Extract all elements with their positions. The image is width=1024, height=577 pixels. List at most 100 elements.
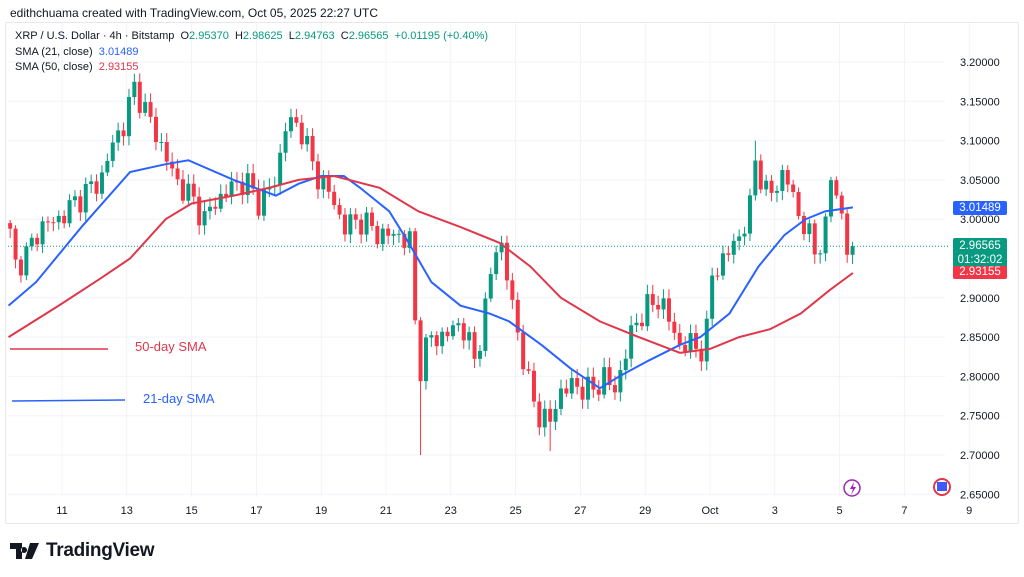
candle-body (105, 160, 110, 173)
y-tick-label: 3.10000 (960, 136, 1000, 148)
candle (629, 315, 634, 368)
flag-icon (937, 482, 947, 491)
candle (391, 229, 396, 246)
candle-body (704, 318, 709, 362)
y-tick-label: 3.05000 (960, 175, 1000, 187)
candle-body (845, 213, 850, 255)
x-tick-label: 29 (639, 505, 651, 517)
symbol-label[interactable]: XRP / U.S. Dollar · 4h · Bitstamp (15, 30, 175, 42)
candle-body (477, 350, 482, 359)
candle-body (569, 378, 574, 394)
candle (278, 144, 283, 195)
candle-body (170, 161, 175, 169)
candle-body (596, 389, 601, 395)
candle-body (564, 388, 569, 394)
candle-body (650, 294, 655, 305)
x-tick-label: 3 (772, 505, 778, 517)
candle (326, 170, 331, 199)
candle-body (688, 333, 693, 352)
candle (504, 235, 509, 290)
candle-body (94, 181, 99, 194)
sma21-legend[interactable]: SMA (21, close) 3.01489 (15, 45, 488, 61)
candle (639, 313, 644, 331)
candle-body (240, 181, 245, 195)
candle-body (18, 259, 23, 276)
candle (818, 249, 823, 264)
candle-body (666, 298, 671, 322)
candle (499, 235, 504, 261)
candle-body (807, 223, 812, 235)
candle-body (110, 142, 115, 161)
x-tick-label: 15 (185, 505, 197, 517)
candle (456, 318, 461, 332)
candle (839, 191, 844, 220)
candle (148, 93, 153, 123)
tradingview-logo[interactable]: TradingView (10, 540, 155, 562)
candle-body (645, 294, 650, 327)
x-tick-label: 7 (901, 505, 907, 517)
candle-body (353, 214, 358, 220)
candle (715, 267, 720, 281)
candle-body (56, 215, 61, 223)
candle-body (299, 122, 304, 145)
candle-body (607, 367, 612, 386)
x-tick-label: 13 (121, 505, 133, 517)
y-tick-label: 2.85000 (960, 332, 1000, 344)
candle-body (89, 181, 94, 184)
candle-body (224, 193, 229, 197)
candle-body (369, 212, 374, 226)
candle-body (639, 322, 644, 327)
candle-body (423, 337, 428, 382)
chart-legend: XRP / U.S. Dollar · 4h · Bitstamp O2.953… (15, 29, 488, 76)
candle (791, 179, 796, 198)
candle-body (137, 81, 142, 113)
candle (774, 185, 779, 203)
candle (564, 379, 569, 398)
candle (467, 326, 472, 350)
candle (850, 241, 855, 265)
candle (83, 177, 88, 222)
candle (337, 198, 342, 220)
candle (634, 313, 639, 333)
candle (191, 174, 196, 205)
candle (375, 220, 380, 249)
candle (342, 208, 347, 242)
x-tick-label: 5 (837, 505, 843, 517)
candle-body (40, 221, 45, 245)
candle-body (515, 299, 520, 333)
candle (656, 295, 661, 319)
candle-body (380, 228, 385, 245)
candle-body (413, 231, 418, 321)
y-tick-label: 2.90000 (960, 293, 1000, 305)
candle-body (407, 231, 412, 248)
candle-body (429, 335, 434, 338)
candle (251, 164, 256, 195)
candle (596, 380, 601, 402)
ohlc-row: XRP / U.S. Dollar · 4h · Bitstamp O2.953… (15, 29, 488, 45)
candle (380, 223, 385, 251)
candle (542, 400, 547, 437)
candle-body (488, 274, 493, 299)
candle (823, 213, 828, 262)
candle-body (785, 170, 790, 185)
y-tick-label: 2.80000 (960, 371, 1000, 383)
candle (623, 349, 628, 380)
candle-body (510, 280, 515, 300)
candle (769, 175, 774, 202)
candle-body (337, 204, 342, 215)
candle (99, 165, 104, 200)
candle-body (715, 275, 720, 277)
candle (364, 206, 369, 242)
candle (29, 233, 34, 251)
sma50-legend[interactable]: SMA (50, close) 2.93155 (15, 60, 488, 76)
sma21-line (7, 159, 854, 390)
high-value: 2.98625 (242, 30, 283, 42)
candle (618, 360, 623, 402)
candle-body (472, 332, 477, 359)
candle (526, 361, 531, 374)
candle-body (67, 200, 72, 224)
candle (710, 267, 715, 326)
candle (24, 242, 29, 281)
candle-body (710, 275, 715, 319)
